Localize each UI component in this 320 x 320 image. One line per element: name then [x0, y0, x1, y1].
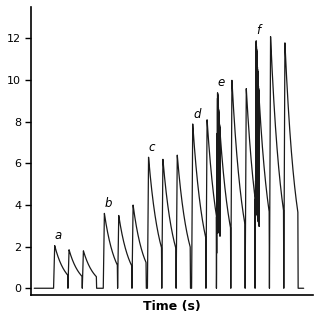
Text: c: c	[149, 141, 155, 154]
Text: d: d	[193, 108, 200, 121]
X-axis label: Time (s): Time (s)	[143, 300, 201, 313]
Text: e: e	[218, 76, 225, 89]
Text: b: b	[105, 197, 112, 210]
Text: a: a	[55, 229, 62, 243]
Text: f: f	[256, 24, 260, 37]
